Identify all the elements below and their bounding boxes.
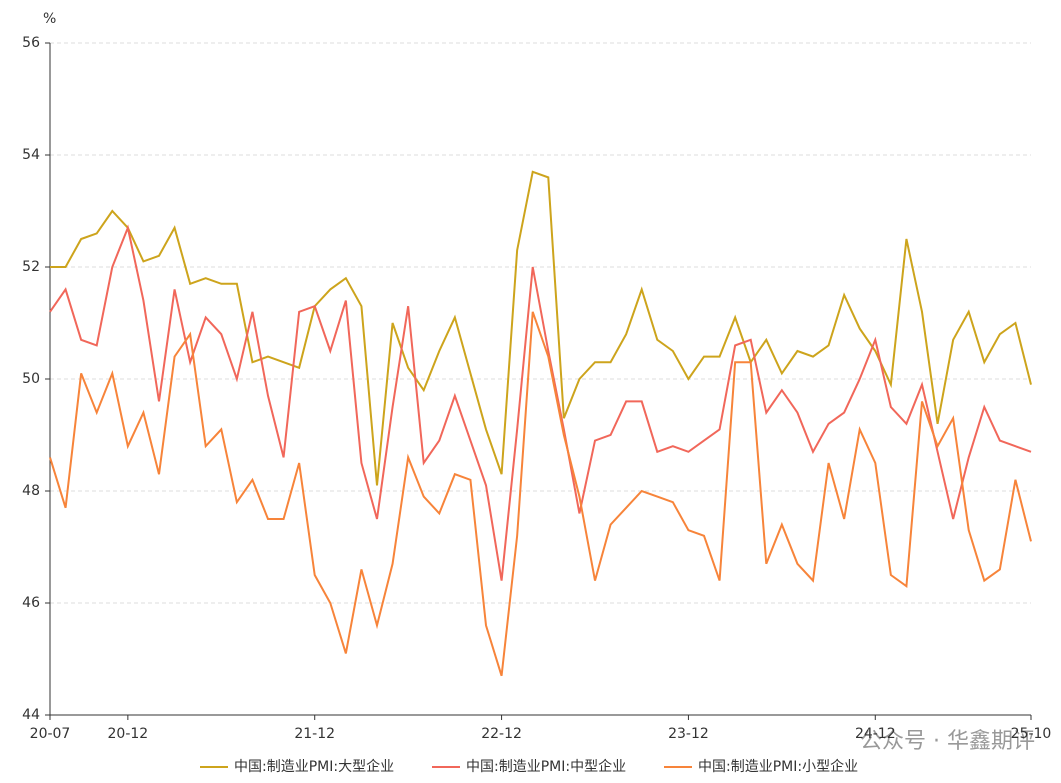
x-tick-label: 20-12 [108,726,149,742]
legend-label: 中国:制造业PMI:大型企业 [234,758,394,775]
x-tick-label: 20-07 [30,726,71,742]
series-line [50,170,1032,486]
y-tick-label: 56 [22,35,40,51]
x-tick-label: 21-12 [294,726,335,742]
watermark: 公众号 · 华鑫期评 [860,729,1035,754]
x-tick-label: 22-12 [481,726,522,742]
legend-label: 中国:制造业PMI:小型企业 [698,758,858,775]
x-tick-label: 24-12 [855,726,896,742]
series-line [49,311,1032,677]
series-line [49,224,1032,581]
y-tick-label: 52 [22,259,40,275]
y-tick-label: 46 [22,595,40,611]
x-tick-label: 23-12 [668,726,709,742]
legend-label: 中国:制造业PMI:中型企业 [466,758,626,775]
y-tick-label: 44 [22,707,40,723]
x-tick-label: 25-10 [1011,726,1052,742]
y-tick-label: 54 [22,147,40,163]
y-tick-label: 48 [22,483,40,499]
y-tick-label: 50 [22,371,40,387]
y-unit: % [43,11,56,27]
